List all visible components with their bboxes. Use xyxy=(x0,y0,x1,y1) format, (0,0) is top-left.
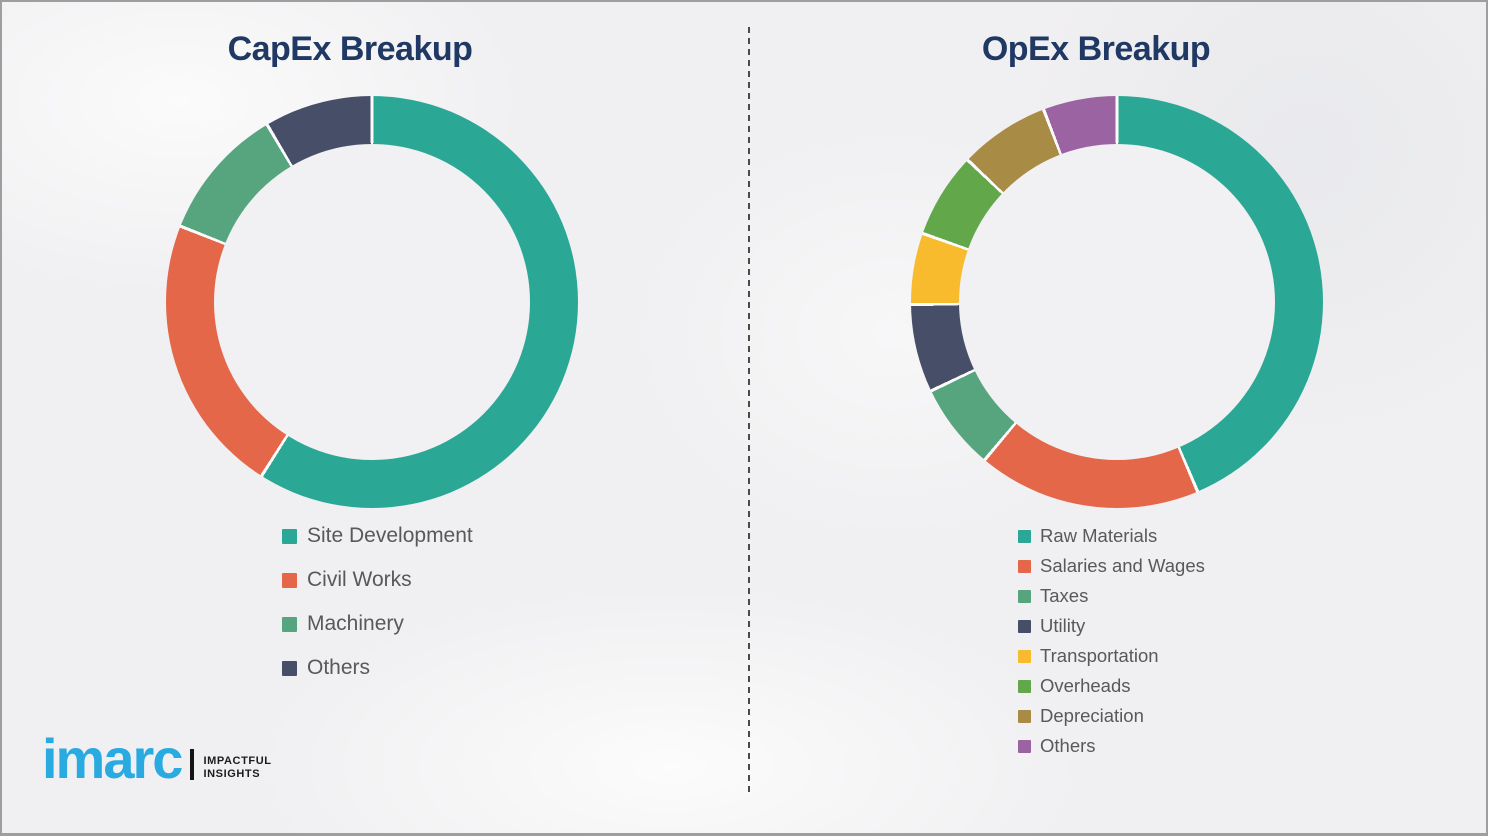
legend-label: Overheads xyxy=(1040,675,1131,696)
legend-item: Site Development xyxy=(282,514,473,558)
legend-swatch xyxy=(1018,589,1031,603)
opex-donut-chart xyxy=(911,96,1323,508)
legend-swatch xyxy=(282,660,297,676)
legend-label: Taxes xyxy=(1040,585,1089,606)
legend-swatch xyxy=(1018,559,1031,573)
imarc-logo-tagline: IMPACTFUL INSIGHTS xyxy=(203,755,271,781)
capex-donut-hole xyxy=(214,144,530,460)
legend-swatch xyxy=(1018,619,1031,633)
legend-label: Salaries and Wages xyxy=(1040,555,1205,576)
capex-title: CapEx Breakup xyxy=(227,30,473,68)
opex-legend: Raw Materials Salaries and Wages Taxes Util… xyxy=(1018,521,1205,761)
legend-label: Raw Materials xyxy=(1040,525,1158,546)
legend-item: Depreciation xyxy=(1018,701,1205,731)
legend-item: Raw Materials xyxy=(1018,521,1205,551)
imarc-logo-divider-bar xyxy=(190,749,195,781)
legend-item: Others xyxy=(1018,731,1205,761)
legend-swatch xyxy=(282,616,297,632)
legend-label: Site Development xyxy=(307,524,473,547)
legend-item: Overheads xyxy=(1018,671,1205,701)
imarc-logo: imarc IMPACTFUL INSIGHTS xyxy=(42,727,272,790)
legend-item: Others xyxy=(282,646,473,690)
legend-swatch xyxy=(1018,529,1031,543)
capex-chart-panel: CapEx Breakup Site Development Civil Work… xyxy=(2,2,748,798)
legend-item: Utility xyxy=(1018,611,1205,641)
legend-item: Machinery xyxy=(282,602,473,646)
legend-swatch xyxy=(1018,709,1031,723)
legend-swatch xyxy=(1018,739,1031,753)
legend-item: Transportation xyxy=(1018,641,1205,671)
legend-label: Others xyxy=(1040,735,1096,756)
capex-donut-chart xyxy=(166,96,578,508)
opex-donut-hole xyxy=(959,144,1275,460)
legend-item: Salaries and Wages xyxy=(1018,551,1205,581)
capex-legend: Site Development Civil Works Machinery Othe… xyxy=(282,514,473,690)
legend-swatch xyxy=(282,572,297,588)
legend-swatch xyxy=(282,528,297,544)
imarc-tagline-line2: INSIGHTS xyxy=(203,768,261,780)
legend-item: Civil Works xyxy=(282,558,473,602)
legend-item: Taxes xyxy=(1018,581,1205,611)
imarc-tagline-line1: IMPACTFUL xyxy=(203,754,272,767)
dashed-divider xyxy=(748,27,750,792)
legend-swatch xyxy=(1018,649,1031,663)
legend-label: Depreciation xyxy=(1040,705,1144,726)
legend-label: Utility xyxy=(1040,615,1086,636)
legend-label: Others xyxy=(307,656,371,679)
legend-label: Civil Works xyxy=(307,568,412,591)
legend-swatch xyxy=(1018,679,1031,693)
opex-chart-panel: OpEx Breakup Raw Materials Salaries and W… xyxy=(748,2,1486,798)
imarc-logo-wordmark: imarc xyxy=(42,727,183,790)
legend-label: Machinery xyxy=(307,612,404,635)
legend-label: Transportation xyxy=(1040,645,1159,666)
opex-title: OpEx Breakup xyxy=(981,30,1211,68)
